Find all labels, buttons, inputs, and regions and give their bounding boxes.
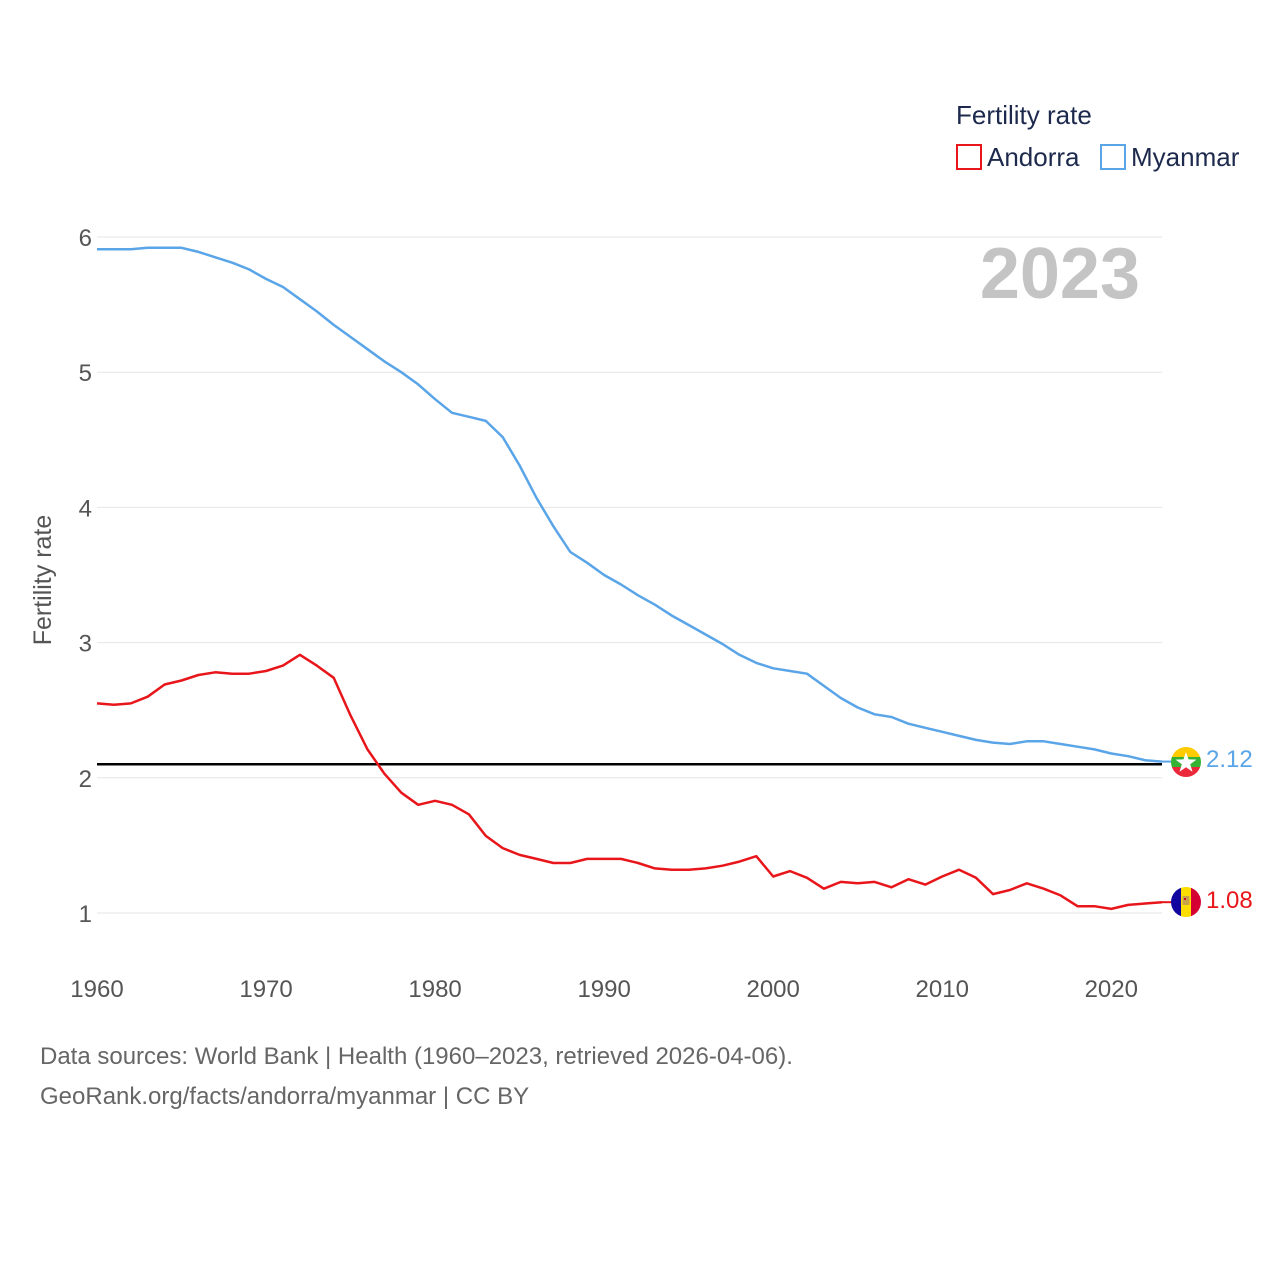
x-tick-2000: 2000: [746, 976, 799, 1003]
x-tick-1980: 1980: [408, 976, 461, 1003]
y-tick-4: 4: [79, 495, 92, 522]
y-tick-6: 6: [79, 225, 92, 252]
x-tick-1970: 1970: [239, 976, 292, 1003]
legend-label-myanmar[interactable]: Myanmar: [1131, 142, 1240, 172]
y-tick-2: 2: [79, 766, 92, 793]
legend-title: Fertility rate: [956, 100, 1092, 130]
series-lines: [96, 246, 1171, 911]
x-tick-1960: 1960: [70, 976, 123, 1003]
andorra-flag-icon: [1171, 887, 1201, 917]
gridlines: [97, 236, 1162, 914]
end-label-andorra: 1.08: [1206, 887, 1253, 914]
x-tick-1990: 1990: [577, 976, 630, 1003]
legend-swatch-andorra[interactable]: [956, 144, 982, 170]
x-axis-ticks: 1960 1970 1980 1990 2000 2010 2020: [70, 976, 1138, 1003]
y-tick-3: 3: [79, 631, 92, 658]
x-tick-2020: 2020: [1085, 976, 1138, 1003]
series-line-myanmar: [97, 246, 1163, 763]
y-axis-ticks: 1 2 3 4 5 6: [79, 225, 92, 928]
fertility-chart: 1 2 3 4 5 6 1960 1970 1980 1990 2000 2010 2020 Fert…: [29, 100, 1253, 1003]
series-line-andorra: [96, 653, 1163, 911]
legend-swatch-myanmar[interactable]: [1100, 144, 1126, 170]
footer-sources: Data sources: World Bank | Health (1960–…: [40, 1043, 793, 1070]
y-axis-label: Fertility rate: [29, 515, 57, 646]
legend-label-andorra[interactable]: Andorra: [987, 142, 1080, 172]
y-tick-5: 5: [79, 360, 92, 387]
legend: Fertility rate Andorra Myanmar: [956, 100, 1240, 172]
year-label: 2023: [980, 234, 1140, 314]
x-tick-2010: 2010: [916, 976, 969, 1003]
y-tick-1: 1: [79, 901, 92, 928]
myanmar-flag-icon: [1171, 747, 1201, 777]
end-label-myanmar: 2.12: [1206, 746, 1253, 773]
footer-attribution[interactable]: GeoRank.org/facts/andorra/myanmar | CC B…: [40, 1083, 530, 1110]
